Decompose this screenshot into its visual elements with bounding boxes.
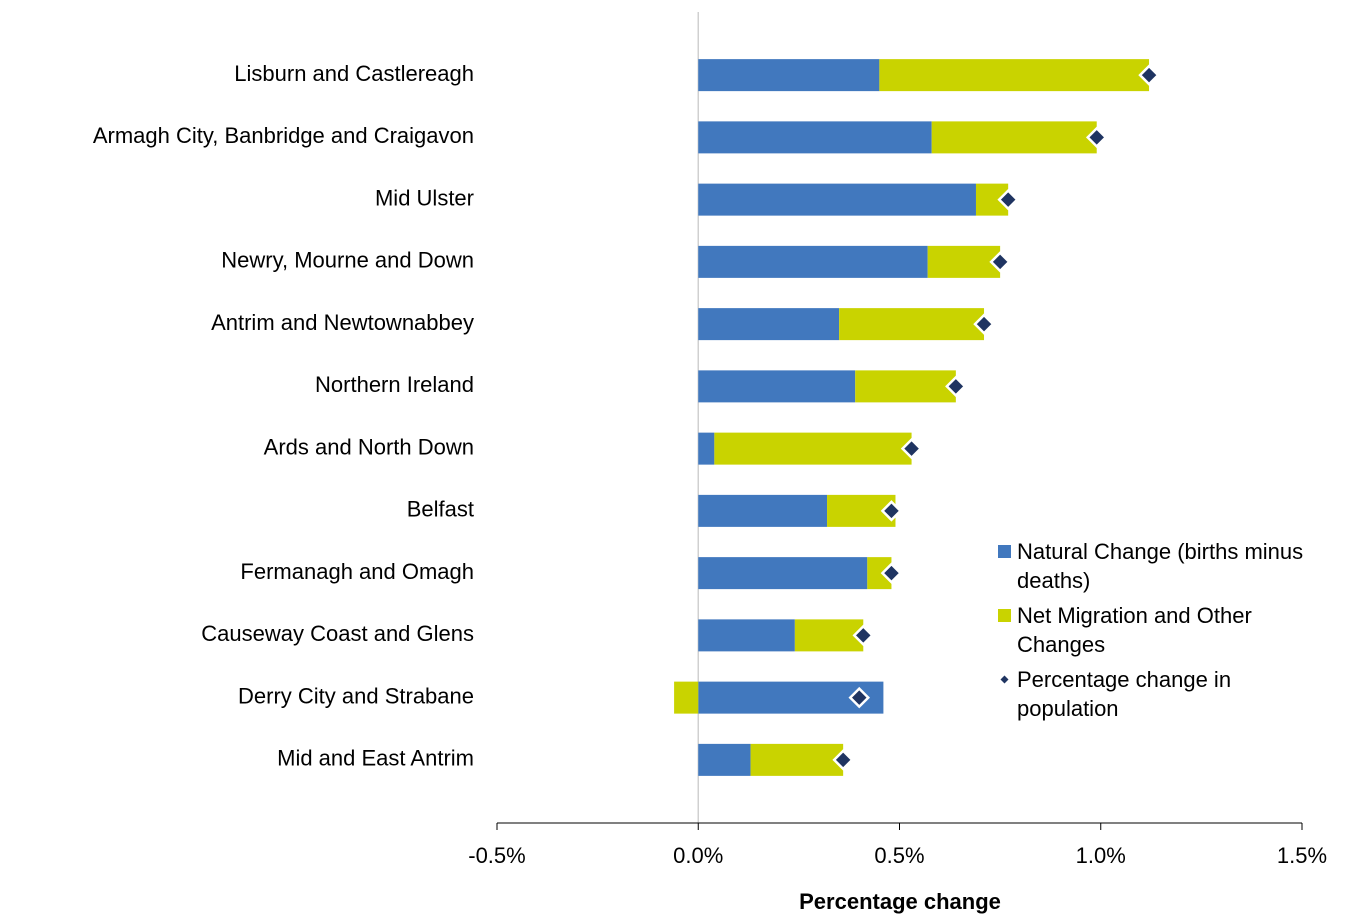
bar	[698, 183, 976, 216]
bar	[698, 619, 795, 652]
marker	[848, 686, 871, 709]
category-label: Lisburn and Castlereagh	[234, 61, 474, 86]
marker	[832, 749, 854, 771]
x-tick-label: 0.0%	[673, 843, 723, 868]
category-label: Antrim and Newtownabbey	[211, 310, 474, 335]
bar	[698, 308, 840, 341]
category-label: Armagh City, Banbridge and Craigavon	[93, 123, 474, 148]
marker	[989, 251, 1011, 273]
bar	[698, 743, 751, 776]
marker	[900, 437, 923, 460]
legend: Natural Change (births minus deaths) Net …	[998, 537, 1318, 729]
category-label: Mid and East Antrim	[277, 746, 474, 771]
bar	[698, 59, 880, 92]
bar	[794, 619, 864, 652]
legend-label: Net Migration and Other Changes	[1017, 603, 1252, 657]
marker	[973, 313, 995, 335]
legend-item: Percentage change in population	[998, 665, 1318, 723]
legend-swatch	[998, 545, 1011, 558]
bar	[698, 121, 932, 154]
category-label: Causeway Coast and Glens	[201, 621, 474, 646]
x-axis-title: Percentage change	[799, 889, 1001, 914]
category-label: Mid Ulster	[375, 185, 474, 210]
bar	[698, 494, 828, 527]
marker	[1138, 64, 1160, 86]
category-label: Ards and North Down	[264, 434, 474, 459]
category-label: Newry, Mourne and Down	[221, 248, 474, 273]
bar	[698, 432, 715, 465]
x-tick-label: 0.5%	[874, 843, 924, 868]
marker	[880, 500, 903, 522]
legend-item: Net Migration and Other Changes	[998, 601, 1318, 659]
category-label: Fermanagh and Omagh	[240, 559, 474, 584]
category-label: Northern Ireland	[315, 372, 474, 397]
bar	[931, 121, 1097, 154]
bar	[839, 308, 985, 341]
marker	[852, 624, 875, 647]
bar	[714, 432, 912, 465]
x-tick-label: 1.5%	[1277, 843, 1327, 868]
bar	[879, 59, 1150, 92]
x-tick-label: 1.0%	[1076, 843, 1126, 868]
x-tick-label: -0.5%	[468, 843, 525, 868]
category-label: Belfast	[407, 497, 474, 522]
bar	[855, 370, 956, 403]
legend-swatch	[998, 609, 1011, 622]
bar	[698, 245, 928, 278]
bar	[750, 743, 844, 776]
bar	[698, 557, 868, 590]
marker	[1085, 126, 1108, 149]
bar	[698, 370, 856, 403]
marker	[997, 188, 1019, 211]
category-label: Derry City and Strabane	[238, 683, 474, 708]
marker	[945, 375, 967, 398]
bar	[927, 245, 1001, 278]
marker	[880, 562, 903, 584]
legend-label: Natural Change (births minus deaths)	[1017, 539, 1304, 593]
legend-label: Percentage change in population	[1017, 667, 1232, 721]
legend-swatch	[1000, 675, 1009, 684]
bar	[674, 681, 699, 714]
legend-item: Natural Change (births minus deaths)	[998, 537, 1318, 595]
